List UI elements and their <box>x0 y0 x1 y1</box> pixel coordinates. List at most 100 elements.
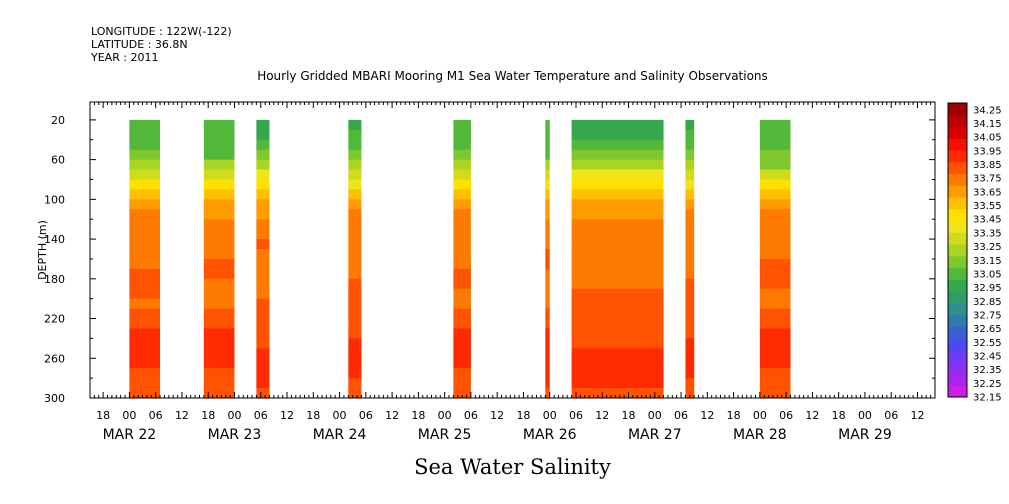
salinity-cell <box>453 209 471 220</box>
salinity-cell <box>129 388 161 399</box>
salinity-cell <box>348 328 362 339</box>
salinity-cell <box>129 169 161 181</box>
salinity-cell <box>203 119 235 131</box>
salinity-cell <box>685 378 695 389</box>
salinity-cell <box>571 338 664 349</box>
salinity-cell <box>571 149 664 161</box>
salinity-cell <box>759 348 791 359</box>
salinity-cell <box>545 298 550 310</box>
salinity-cell <box>685 298 695 310</box>
salinity-cell <box>571 278 664 290</box>
salinity-cell <box>759 209 791 220</box>
salinity-cell <box>571 169 664 181</box>
x-tick-label: 18 <box>201 409 215 422</box>
salinity-cell <box>759 378 791 389</box>
salinity-cell <box>348 199 362 210</box>
colorbar-label: 32.35 <box>973 365 1002 376</box>
salinity-cell <box>256 368 270 379</box>
salinity-cell <box>129 229 161 240</box>
salinity-cell <box>129 219 161 230</box>
salinity-cell <box>759 268 791 280</box>
salinity-cell <box>759 338 791 349</box>
salinity-cell <box>685 268 695 280</box>
salinity-cell <box>348 119 362 131</box>
salinity-cell <box>685 278 695 290</box>
salinity-cell <box>571 288 664 300</box>
salinity-cell <box>759 139 791 151</box>
salinity-cell <box>203 298 235 310</box>
salinity-cell <box>571 378 664 389</box>
salinity-cell <box>256 169 270 181</box>
salinity-cell <box>129 119 161 131</box>
salinity-cell <box>256 338 270 349</box>
colorbar-swatch <box>948 314 967 327</box>
salinity-cell <box>348 189 362 200</box>
salinity-cell <box>256 209 270 220</box>
colorbar-swatch <box>948 103 967 116</box>
salinity-cell <box>348 348 362 359</box>
salinity-cell <box>256 388 270 399</box>
salinity-cell <box>545 189 550 200</box>
salinity-cell <box>129 278 161 290</box>
salinity-cell <box>571 129 664 141</box>
salinity-cell <box>453 249 471 260</box>
salinity-cell <box>685 348 695 359</box>
salinity-cell <box>685 129 695 141</box>
colorbar-label: 33.25 <box>973 242 1002 253</box>
salinity-cell <box>129 368 161 379</box>
x-date-label: MAR 22 <box>103 427 157 443</box>
x-ticks: 18 00 06 12 18 00 06 12 18 00 06 12 18 00 06 12 18 00 06 12… <box>93 102 932 443</box>
salinity-cell <box>203 149 235 161</box>
salinity-cell <box>348 268 362 280</box>
salinity-cell <box>256 199 270 210</box>
colorbar-swatch <box>948 244 967 257</box>
salinity-cell <box>203 388 235 399</box>
x-tick-label: 18 <box>96 409 110 422</box>
x-date-label: MAR 24 <box>313 427 367 443</box>
salinity-cell <box>453 149 471 161</box>
salinity-cell <box>256 268 270 280</box>
salinity-cell <box>685 159 695 171</box>
salinity-cell <box>256 149 270 161</box>
colorbar-swatch <box>948 279 967 292</box>
salinity-cell <box>759 129 791 141</box>
salinity-cell <box>129 249 161 260</box>
salinity-cell <box>545 229 550 240</box>
x-tick-label: 00 <box>438 409 452 422</box>
x-tick-label: 12 <box>490 409 504 422</box>
salinity-cell <box>203 249 235 260</box>
salinity-cell <box>545 179 550 191</box>
x-tick-label: 18 <box>727 409 741 422</box>
colorbar-swatch <box>948 255 967 269</box>
salinity-cell <box>685 288 695 300</box>
colorbar-frame <box>947 102 968 398</box>
salinity-cell <box>685 139 695 151</box>
salinity-cell <box>453 219 471 230</box>
salinity-cell <box>203 139 235 151</box>
x-tick-label: 12 <box>385 409 399 422</box>
x-tick-label: 06 <box>149 409 163 422</box>
salinity-cell <box>759 368 791 379</box>
salinity-cell <box>685 368 695 379</box>
salinity-cell <box>571 268 664 280</box>
salinity-cell <box>256 308 270 320</box>
colorbar-label: 33.15 <box>973 256 1002 267</box>
salinity-cell <box>348 129 362 141</box>
salinity-cell <box>571 318 664 330</box>
y-ticks: 20 60 100 140 180 220 260 300 <box>44 114 935 405</box>
salinity-cell <box>348 169 362 181</box>
salinity-cell <box>685 258 695 270</box>
x-tick-label: 18 <box>306 409 320 422</box>
salinity-cell <box>256 179 270 191</box>
salinity-cell <box>571 199 664 210</box>
colorbar-swatch <box>948 197 967 210</box>
colorbar-label: 32.15 <box>973 393 1002 404</box>
salinity-cell <box>256 139 270 151</box>
chart-title: Hourly Gridded MBARI Mooring M1 Sea Wate… <box>257 69 768 83</box>
salinity-segment <box>256 119 270 399</box>
salinity-cell <box>129 318 161 330</box>
salinity-cell <box>685 209 695 220</box>
salinity-segment <box>759 119 791 399</box>
salinity-cell <box>453 278 471 290</box>
salinity-cell <box>453 298 471 310</box>
